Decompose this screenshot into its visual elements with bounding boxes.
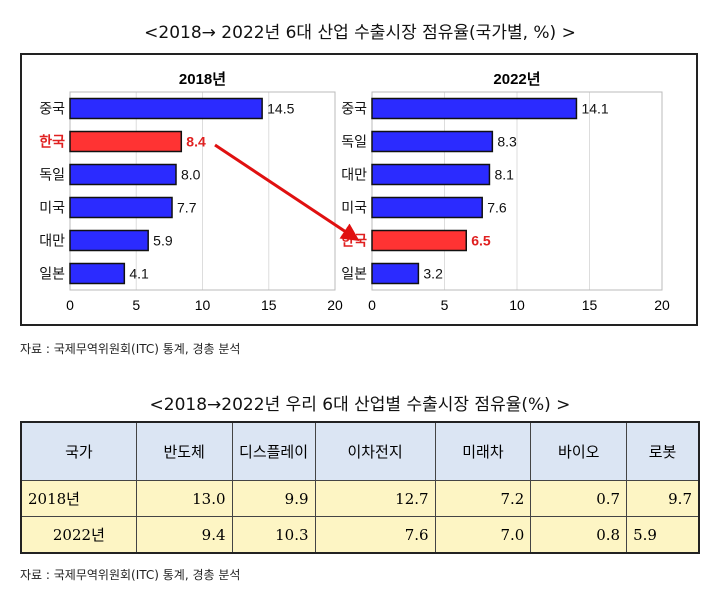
x-tick-label: 0 [368, 297, 376, 313]
bar-독일 [371, 130, 494, 153]
source-note-2: 자료 : 국제무역위원회(ITC) 통계, 경총 분석 [20, 568, 241, 582]
column-header: 국가 [20, 421, 137, 481]
bar-일본 [69, 262, 126, 285]
table-cell: 12.7 [314, 480, 436, 517]
bar-charts: 2018년 0 5 10 15 20 중국 14.5 한국 8.4 독일 8.0 미국 7.7 대만 5.9 일… [39, 71, 670, 313]
column-header: 로봇 [626, 421, 700, 481]
bar-중국 [371, 97, 578, 120]
chart-panel [20, 53, 698, 326]
chart-title-1: 2022년 [493, 71, 540, 88]
x-tick-label: 15 [582, 297, 598, 313]
x-tick-label: 5 [441, 297, 449, 313]
category-label: 중국 [341, 101, 367, 117]
column-header: 이차전지 [314, 421, 436, 481]
data-label: 7.7 [177, 200, 197, 216]
table-cell: 7.0 [434, 516, 532, 554]
data-label: 8.0 [181, 167, 201, 183]
x-tick-label: 0 [66, 297, 74, 313]
category-label: 한국 [39, 134, 65, 150]
bar-한국 [371, 229, 467, 252]
category-label: 대만 [39, 233, 65, 249]
data-label: 5.9 [153, 233, 173, 249]
column-header: 바이오 [530, 421, 628, 481]
category-label: 한국 [341, 233, 367, 249]
data-label: 8.3 [497, 134, 517, 150]
plot-area [69, 91, 336, 291]
table-header-row: 국가 반도체 디스플레이 이차전지 미래차 바이오 로봇 [20, 421, 700, 481]
table-cell: 2022년 [20, 516, 137, 554]
share-table: 국가 반도체 디스플레이 이차전지 미래차 바이오 로봇 2018년 13.0 9.9 12.7 7… [20, 421, 700, 554]
table-cell: 9.7 [626, 480, 700, 517]
table-cell: 0.7 [530, 480, 628, 517]
bar-독일 [69, 163, 177, 186]
column-header: 미래차 [434, 421, 532, 481]
table-row: 2022년 9.4 10.3 7.6 7.0 0.8 5.9 [20, 516, 700, 554]
plot-area [371, 91, 663, 291]
x-tick-label: 20 [327, 297, 343, 313]
table-cell: 9.9 [231, 480, 316, 517]
x-tick-label: 10 [195, 297, 211, 313]
table-row: 2018년 13.0 9.9 12.7 7.2 0.7 9.7 [20, 480, 700, 517]
bar-미국 [69, 196, 173, 219]
data-label: 8.1 [494, 167, 514, 183]
table-title: <2018→2022년 우리 6대 산업별 수출시장 점유율(%) > [149, 395, 571, 415]
x-tick-label: 15 [261, 297, 277, 313]
table-cell: 5.9 [626, 516, 700, 554]
bar-중국 [69, 97, 263, 120]
data-label: 4.1 [129, 266, 149, 282]
table-cell: 2018년 [20, 480, 137, 517]
change-arrow [214, 143, 360, 241]
table-cell: 13.0 [135, 480, 233, 517]
data-label: 3.2 [423, 266, 443, 282]
column-header: 반도체 [135, 421, 233, 481]
data-label: 14.5 [267, 101, 294, 117]
table-cell: 10.3 [231, 516, 316, 554]
column-header: 디스플레이 [231, 421, 316, 481]
x-tick-label: 10 [509, 297, 525, 313]
data-label: 7.6 [487, 200, 507, 216]
data-label: 8.4 [186, 134, 206, 150]
table-cell: 7.6 [314, 516, 436, 554]
bar-일본 [371, 262, 420, 285]
x-tick-label: 5 [132, 297, 140, 313]
x-tick-label: 20 [654, 297, 670, 313]
bar-미국 [371, 196, 483, 219]
chart-title: <2018→ 2022년 6대 산업 수출시장 점유율(국가별, %) > [144, 23, 576, 43]
category-label: 대만 [341, 167, 367, 183]
category-label: 일본 [39, 266, 65, 282]
table-cell: 9.4 [135, 516, 233, 554]
category-label: 미국 [39, 200, 65, 216]
category-label: 독일 [341, 134, 367, 150]
bar-대만 [69, 229, 149, 252]
data-label: 6.5 [471, 233, 491, 249]
bar-한국 [69, 130, 183, 153]
bar-대만 [371, 163, 491, 186]
category-label: 미국 [341, 200, 367, 216]
category-label: 중국 [39, 101, 65, 117]
category-label: 일본 [341, 266, 367, 282]
table-cell: 0.8 [530, 516, 628, 554]
data-label: 14.1 [581, 101, 608, 117]
table-cell: 7.2 [434, 480, 532, 517]
category-label: 독일 [39, 167, 65, 183]
chart-title-0: 2018년 [179, 71, 226, 88]
source-note: 자료 : 국제무역위원회(ITC) 통계, 경총 분석 [20, 342, 241, 356]
